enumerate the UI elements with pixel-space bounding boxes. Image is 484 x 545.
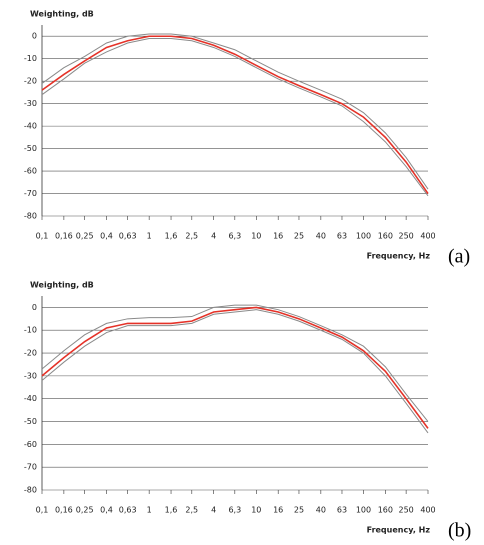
x-tick-label: 160 — [378, 232, 393, 241]
x-tick-label: 16 — [273, 232, 283, 241]
line — [41, 37, 429, 197]
y-tick-label: -80 — [24, 486, 37, 495]
line — [41, 306, 429, 429]
x-tick-label: 250 — [398, 232, 413, 241]
x-tick-label: 4 — [211, 506, 216, 515]
x-tick-label: 0,4 — [100, 232, 113, 241]
y-tick-label: -30 — [24, 99, 37, 108]
x-tick-label: 100 — [356, 506, 371, 515]
x-axis-title: Frequency, Hz — [367, 252, 431, 261]
x-tick-label: 0,4 — [100, 506, 113, 515]
y-tick-label: 0 — [32, 303, 37, 312]
x-tick-label: 0,25 — [76, 232, 94, 241]
line — [41, 35, 429, 194]
x-tick-label: 10 — [251, 232, 261, 241]
x-tick-label: 0,63 — [119, 506, 137, 515]
x-tick-label: 25 — [294, 232, 304, 241]
x-tick-label: 1,6 — [165, 506, 178, 515]
x-tick-label: 2,5 — [185, 232, 198, 241]
x-axis-title: Frequency, Hz — [367, 526, 431, 535]
y-tick-label: -50 — [24, 144, 37, 153]
x-tick-label: 25 — [294, 506, 304, 515]
x-tick-label: 10 — [251, 506, 261, 515]
y-tick-label: -80 — [24, 212, 37, 221]
x-tick-label: 4 — [211, 232, 216, 241]
y-tick-label: -20 — [24, 77, 37, 86]
y-tick-label: 0 — [32, 32, 37, 41]
y-tick-label: -40 — [24, 394, 37, 403]
panel-label: (a) — [448, 246, 470, 268]
x-tick-label: 0,16 — [55, 232, 73, 241]
y-tick-label: -70 — [24, 463, 37, 472]
x-tick-label: 400 — [420, 232, 435, 241]
y-tick-label: -40 — [24, 122, 37, 131]
x-tick-label: 160 — [378, 506, 393, 515]
y-tick-label: -10 — [24, 54, 37, 63]
y-tick-label: -60 — [24, 440, 37, 449]
x-tick-label: 1 — [147, 232, 152, 241]
y-tick-label: -70 — [24, 189, 37, 198]
x-tick-label: 400 — [420, 506, 435, 515]
x-tick-label: 1,6 — [165, 232, 178, 241]
x-tick-label: 63 — [337, 506, 347, 515]
x-tick-label: 0,1 — [36, 506, 49, 515]
x-tick-label: 16 — [273, 506, 283, 515]
x-tick-label: 2,5 — [185, 506, 198, 515]
y-tick-label: -50 — [24, 417, 37, 426]
y-tick-label: -60 — [24, 167, 37, 176]
x-tick-label: 63 — [337, 232, 347, 241]
x-tick-label: 0,1 — [36, 232, 49, 241]
y-tick-label: -20 — [24, 349, 37, 358]
x-tick-label: 100 — [356, 232, 371, 241]
x-tick-label: 6,3 — [228, 506, 241, 515]
line — [41, 309, 429, 434]
x-tick-label: 6,3 — [228, 232, 241, 241]
line — [41, 304, 429, 422]
panel-label: (b) — [448, 520, 471, 542]
x-tick-label: 0,16 — [55, 506, 73, 515]
y-axis-title: Weighting, dB — [30, 281, 94, 290]
x-tick-label: 250 — [398, 506, 413, 515]
x-tick-label: 40 — [316, 232, 326, 241]
x-tick-label: 0,63 — [119, 232, 137, 241]
y-axis-title: Weighting, dB — [30, 10, 94, 19]
x-tick-label: 40 — [316, 506, 326, 515]
x-tick-label: 0,25 — [76, 506, 94, 515]
line — [41, 33, 429, 190]
y-tick-label: -30 — [24, 371, 37, 380]
x-tick-label: 1 — [147, 506, 152, 515]
y-tick-label: -10 — [24, 326, 37, 335]
